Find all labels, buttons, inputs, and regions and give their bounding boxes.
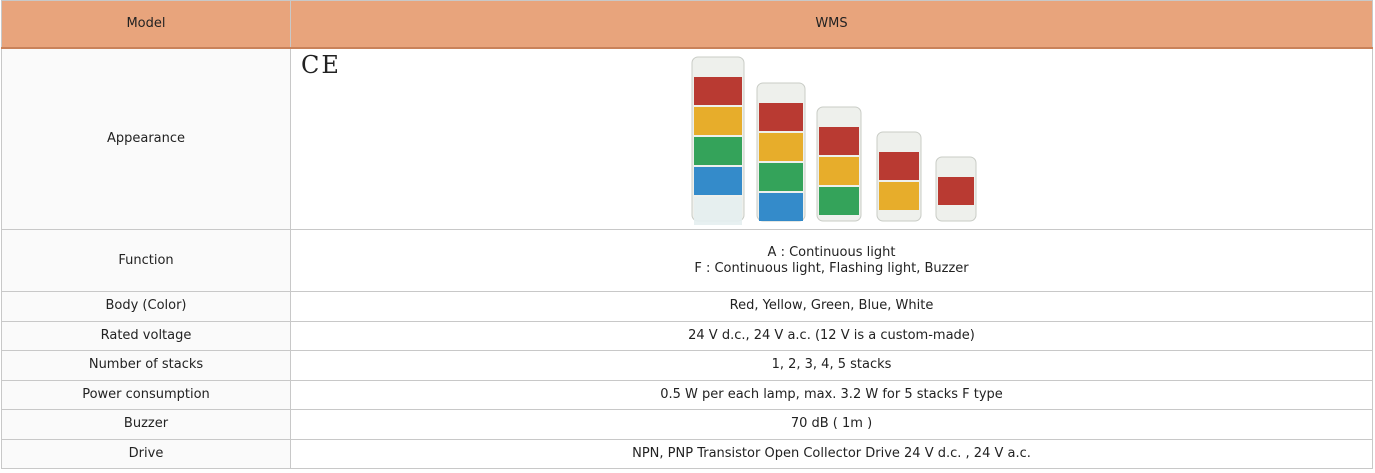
value-line: 1, 2, 3, 4, 5 stacks	[771, 357, 892, 373]
lamp	[759, 193, 803, 221]
spec-row: Function A : Continuous light F : Continuo…	[1, 229, 1373, 292]
header-label: Model	[1, 0, 291, 49]
stack-lights-image	[691, 56, 977, 225]
row-label: Appearance	[1, 47, 291, 230]
lamp	[819, 157, 859, 185]
value-line: 70 dB ( 1m )	[790, 416, 873, 432]
row-label: Power consumption	[1, 379, 291, 410]
row-value: 24 V d.c., 24 V a.c. (12 V is a custom-m…	[290, 320, 1373, 351]
row-label: Body (Color)	[1, 291, 291, 322]
ce-mark: CE	[301, 51, 341, 79]
value-line: NPN, PNP Transistor Open Collector Drive…	[632, 445, 1031, 461]
row-value: 1, 2, 3, 4, 5 stacks	[290, 350, 1373, 381]
lamp	[694, 137, 742, 165]
spec-row: Buzzer 70 dB ( 1m )	[1, 409, 1373, 440]
row-label: Function	[1, 229, 291, 292]
lamp	[694, 77, 742, 105]
value-line: 24 V d.c., 24 V a.c. (12 V is a custom-m…	[688, 327, 975, 343]
lamp	[759, 133, 803, 161]
lamp	[938, 177, 974, 205]
spec-row: Power consumption 0.5 W per each lamp, ma…	[1, 379, 1373, 410]
spec-row: Drive NPN, PNP Transistor Open Collector …	[1, 438, 1373, 469]
lamp	[879, 152, 919, 180]
value-line: A : Continuous light	[767, 244, 896, 260]
spec-row: Body (Color) Red, Yellow, Green, Blue, Wh…	[1, 291, 1373, 322]
row-label: Number of stacks	[1, 350, 291, 381]
row-value: Red, Yellow, Green, Blue, White	[290, 291, 1373, 322]
value-line: 0.5 W per each lamp, max. 3.2 W for 5 st…	[660, 386, 1003, 402]
spec-row: Rated voltage 24 V d.c., 24 V a.c. (12 V …	[1, 320, 1373, 351]
row-label: Drive	[1, 438, 291, 469]
header-value: WMS	[290, 0, 1373, 49]
value-line: Red, Yellow, Green, Blue, White	[729, 298, 934, 314]
appearance-cell: CE	[290, 47, 1373, 230]
row-value: 70 dB ( 1m )	[290, 409, 1373, 440]
row-value: A : Continuous light F : Continuous light…	[290, 229, 1373, 292]
appearance-row: Appearance CE	[1, 47, 1373, 230]
lamp	[759, 163, 803, 191]
lamp	[759, 103, 803, 131]
value-line: F : Continuous light, Flashing light, Bu…	[694, 260, 969, 276]
lamp	[694, 167, 742, 195]
header-row: Model WMS	[1, 0, 1373, 49]
row-label: Rated voltage	[1, 320, 291, 351]
lamp	[694, 197, 742, 225]
row-label: Buzzer	[1, 409, 291, 440]
lamp	[879, 182, 919, 210]
lamp	[819, 187, 859, 215]
row-value: 0.5 W per each lamp, max. 3.2 W for 5 st…	[290, 379, 1373, 410]
lamp	[819, 127, 859, 155]
spec-row: Number of stacks 1, 2, 3, 4, 5 stacks	[1, 350, 1373, 381]
row-value: NPN, PNP Transistor Open Collector Drive…	[290, 438, 1373, 469]
lamp	[694, 107, 742, 135]
